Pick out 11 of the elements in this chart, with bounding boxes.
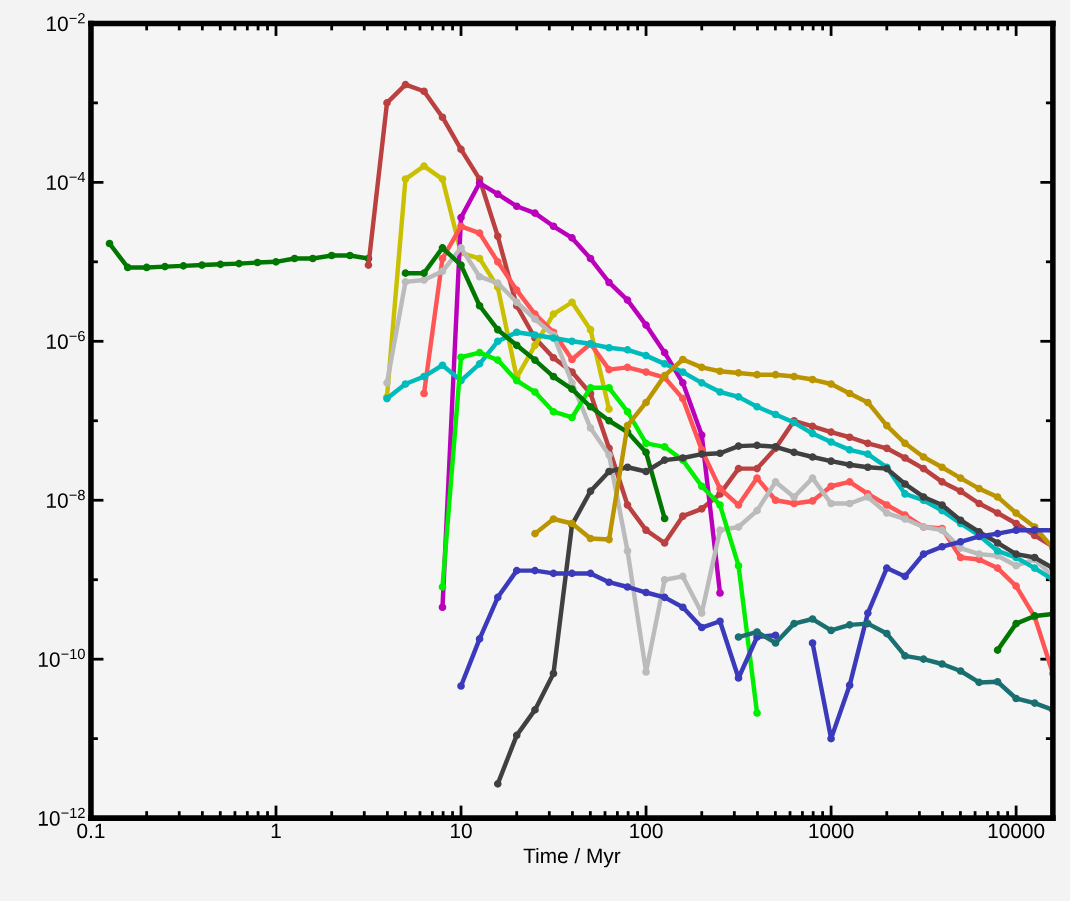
y-tick-label: 10$^{−6}$ [47, 330, 85, 350]
x-axis-title: Time / Myr [523, 847, 621, 868]
y-tick-label: 10$^{−4}$ [47, 171, 86, 190]
y-tick-label: 10$^{−10}$ [38, 648, 85, 667]
x-tick-label: 1000 [809, 823, 854, 839]
y-tick-label: 10$^{−2}$ [47, 13, 85, 32]
x-tick-label: 10000 [988, 823, 1045, 839]
x-tick-label: 10 [451, 823, 472, 839]
x-tick-label: 100 [630, 823, 663, 839]
x-tick-label: 1 [271, 823, 281, 839]
y-tick-label: 10$^{−8}$ [47, 489, 85, 508]
